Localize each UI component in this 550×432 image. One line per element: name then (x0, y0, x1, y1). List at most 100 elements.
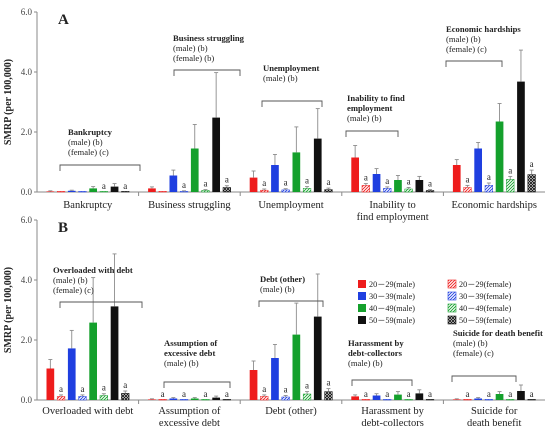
annotation-significance: (male) (b) (173, 43, 208, 53)
bar (495, 394, 504, 400)
legend-swatch (358, 304, 366, 312)
annotation-title: Overloaded with debt (53, 265, 133, 275)
annotation-significance: (male) (b) (164, 358, 199, 368)
category-label: Bankruptcy (63, 200, 113, 211)
significance-label: a (102, 181, 106, 191)
significance-label: a (305, 176, 309, 186)
bar (292, 334, 301, 400)
bar (271, 165, 279, 192)
bar (383, 188, 392, 193)
annotation-significance: (female) (b) (173, 53, 214, 63)
panel-a: 0.0 2.0 4.0 6.0 SMRP (per 100,000) Aa a Bankrup… (3, 7, 545, 223)
bar (110, 186, 119, 192)
y-tick-label: 6.0 (21, 215, 33, 225)
bar (260, 396, 269, 401)
bar (313, 316, 322, 400)
bar (372, 174, 381, 192)
significance-label: a (80, 384, 84, 394)
bar (121, 191, 130, 193)
legend-label: 40－49(female) (459, 304, 512, 313)
bar (484, 399, 493, 401)
category-label: Business struggling (148, 200, 231, 211)
annotation-title: Harassment by (348, 338, 404, 348)
significance-label: a (364, 389, 368, 399)
bar (249, 177, 258, 192)
bar (78, 191, 87, 193)
bar (260, 189, 269, 193)
bar (169, 398, 178, 400)
bar (148, 399, 156, 400)
bar (361, 399, 370, 401)
significance-label: a (182, 180, 186, 190)
significance-label: a (305, 381, 309, 391)
annotation-bracket (59, 301, 143, 308)
annotation-title: Bankruptcy (68, 127, 113, 137)
significance-label: a (385, 389, 389, 399)
annotation-significance: (male) (b) (348, 358, 383, 368)
bar (190, 398, 199, 400)
annotation-bracket (173, 69, 241, 76)
significance-label: a (508, 165, 512, 175)
y-tick-label: 2.0 (21, 335, 33, 345)
legend-label: 20－29(female) (459, 280, 512, 289)
category-label: Unemployment (258, 200, 323, 211)
bar (527, 174, 536, 193)
bar (78, 396, 87, 401)
annotation-significance: (male) (b) (68, 137, 103, 147)
significance-label: a (161, 389, 165, 399)
significance-label: a (225, 389, 229, 399)
bar (292, 152, 301, 192)
bar (415, 393, 424, 400)
annotation-bracket (351, 379, 413, 386)
annotation-title: Suicide for death benefit (453, 328, 543, 338)
annotation-bracket (261, 100, 323, 107)
bar (281, 189, 290, 193)
annotation-significance: (male) (b) (263, 73, 298, 83)
bar (313, 138, 322, 192)
bar (46, 368, 55, 400)
bar (89, 322, 98, 400)
significance-label: a (407, 389, 411, 399)
bar (474, 148, 483, 192)
legend-label: 30－39(male) (369, 292, 415, 301)
significance-label: a (407, 177, 411, 187)
significance-label: a (102, 383, 106, 393)
significance-label: a (530, 389, 534, 399)
bar (415, 180, 424, 192)
significance-label: a (203, 179, 207, 189)
annotation-significance: (female) (c) (446, 44, 487, 54)
bar (169, 175, 178, 192)
bar (281, 396, 290, 401)
significance-label: a (428, 179, 432, 189)
bar (56, 396, 66, 401)
panel-letter: A (58, 12, 69, 28)
legend-swatch (358, 292, 366, 300)
bar (249, 370, 258, 400)
annotation-title: Economic hardships (446, 24, 521, 34)
bar (394, 180, 402, 192)
bar (425, 399, 435, 401)
annotation-significance: (male) (b) (347, 113, 382, 123)
significance-label: a (262, 178, 266, 188)
bar (46, 191, 55, 192)
bar (99, 191, 108, 193)
legend-label: 30－39(female) (459, 292, 512, 301)
significance-label: a (385, 176, 389, 186)
bar (67, 348, 76, 400)
significance-label: a (123, 181, 127, 191)
significance-label: a (465, 174, 469, 184)
bar (517, 391, 525, 400)
legend-swatch (447, 279, 457, 289)
bar (372, 395, 381, 400)
bar (121, 393, 130, 401)
significance-label: a (364, 173, 368, 183)
category-label: Inability to find employment (357, 200, 429, 223)
bar (110, 306, 119, 400)
bar (222, 187, 231, 193)
bar (452, 165, 461, 192)
annotation-title: employment (347, 103, 392, 113)
category-label: Harassment by debt-collectors (361, 406, 424, 429)
annotation-title: Unemployment (263, 63, 319, 73)
bar (474, 398, 483, 400)
